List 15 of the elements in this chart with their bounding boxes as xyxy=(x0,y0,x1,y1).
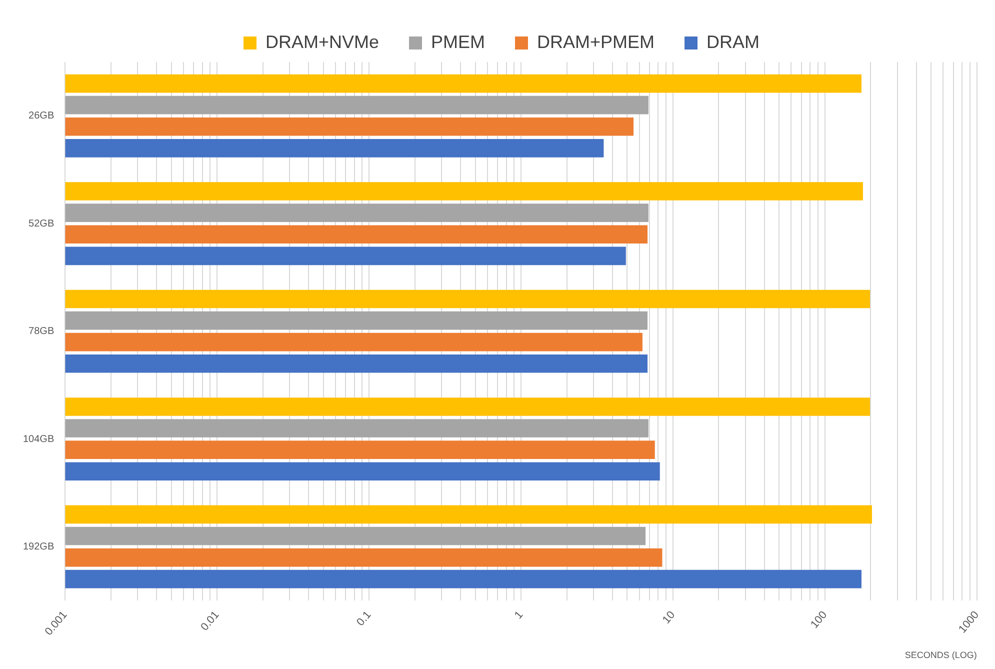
x-tick-label: 0.01 xyxy=(198,609,222,634)
y-tick-label: 78GB xyxy=(28,326,54,338)
y-tick-label: 104GB xyxy=(22,434,54,445)
x-tick-label: 100 xyxy=(808,609,830,631)
x-axis-title: SECONDS (LOG) xyxy=(904,650,977,660)
y-tick-label: 52GB xyxy=(28,218,54,230)
legend-label: DRAM+NVMe xyxy=(265,32,380,52)
x-tick-label: 1 xyxy=(512,609,526,622)
y-tick-label: 26GB xyxy=(28,110,54,122)
legend-label: DRAM xyxy=(706,32,760,52)
x-tick-label: 0.1 xyxy=(354,609,374,628)
x-tick-label: 10 xyxy=(660,609,678,626)
legend-label: DRAM+PMEM xyxy=(537,32,655,52)
legend-label: PMEM xyxy=(431,32,486,52)
y-tick-label: 192GB xyxy=(22,542,54,553)
